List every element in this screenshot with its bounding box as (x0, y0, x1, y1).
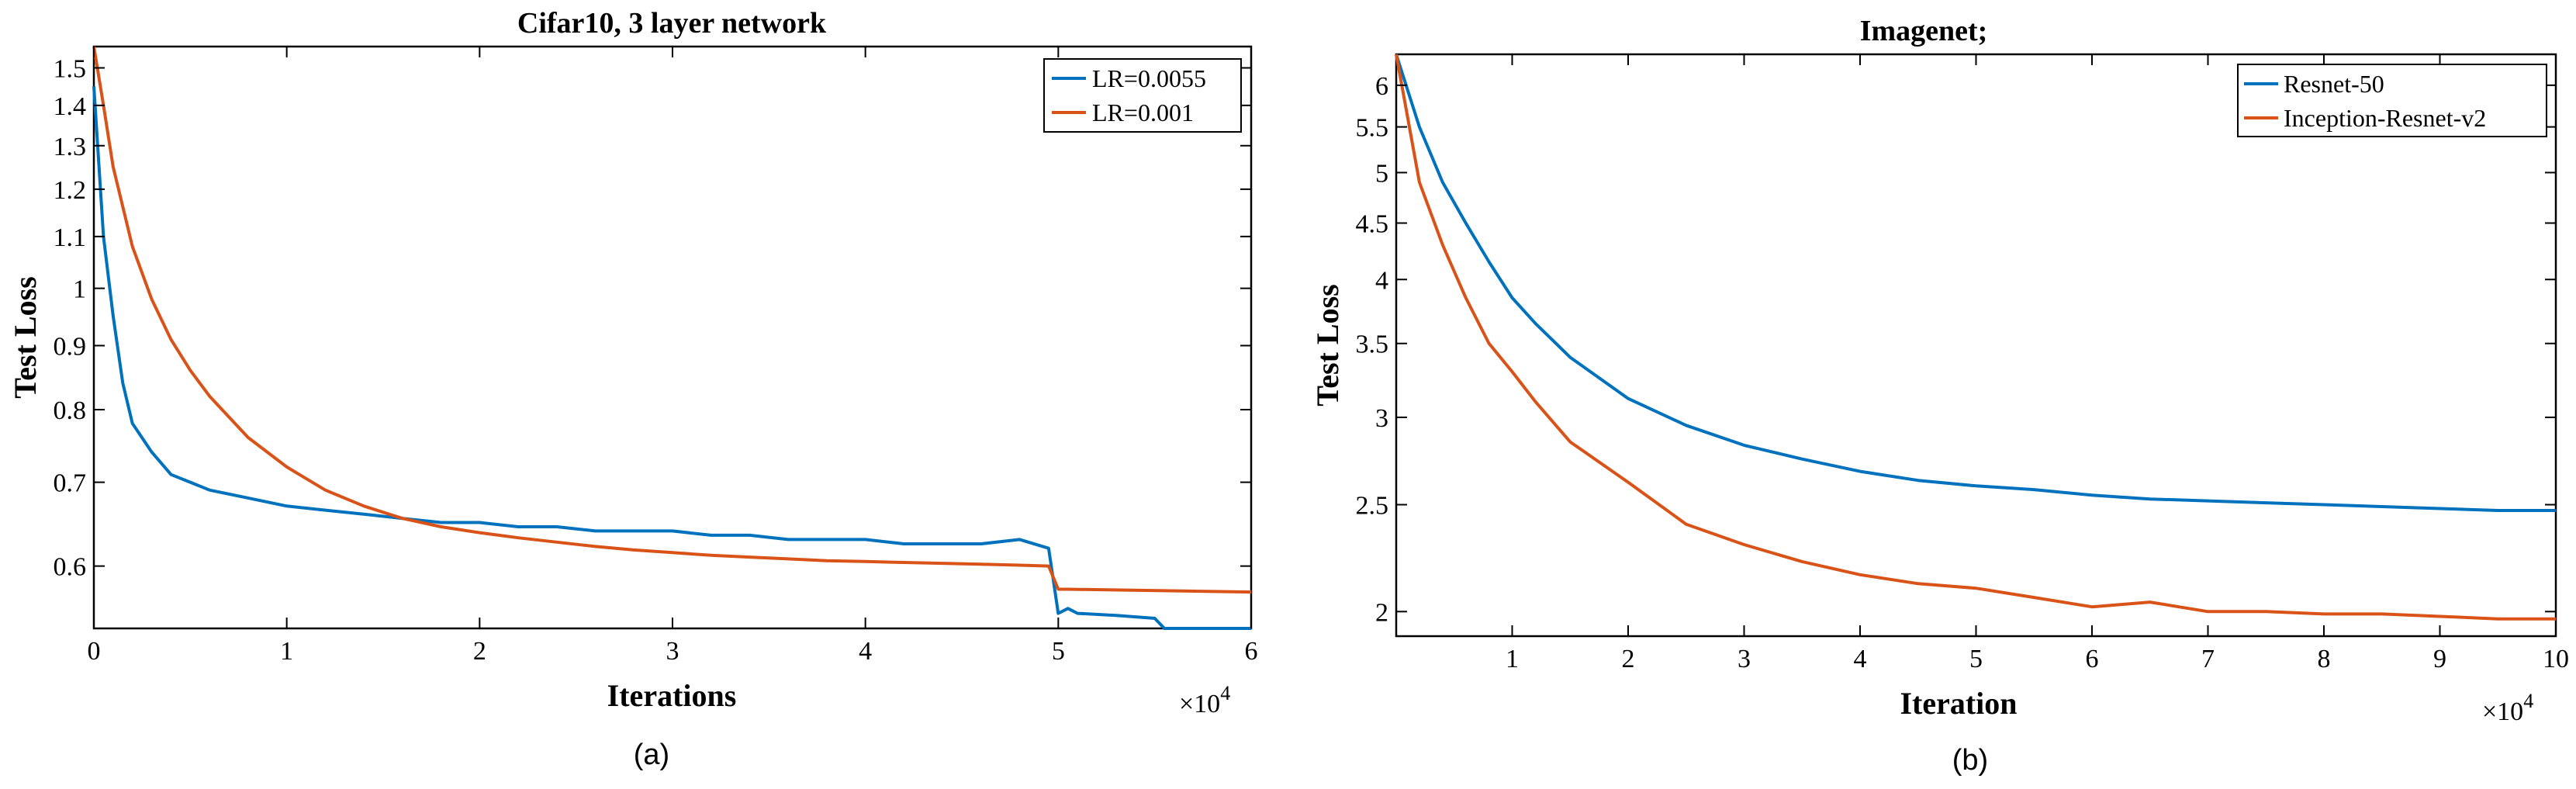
x-tick-label: 0 (88, 637, 101, 666)
x-tick-label: 9 (2433, 645, 2446, 673)
legend: Resnet-50 Inception-Resnet-v2 (2237, 64, 2547, 137)
panel-label-b: (b) (1952, 744, 1988, 777)
series-layer (92, 46, 1252, 630)
y-tick-label: 1.5 (54, 54, 87, 83)
x-tick-label: 6 (2086, 645, 2099, 673)
x-tick-label: 8 (2318, 645, 2331, 673)
series-line-0 (1395, 54, 2556, 512)
y-tick-label: 3.5 (1356, 330, 1389, 359)
y-tick-label: 5 (1375, 159, 1388, 188)
y-tick-label: 1.3 (54, 133, 87, 161)
y-tick-label: 0.7 (54, 469, 87, 498)
x-multiplier: ×104 (2482, 690, 2533, 726)
y-tick-label: 0.8 (54, 396, 87, 425)
legend-label-lr-0055: LR=0.0055 (1092, 64, 1206, 92)
x-multiplier-base: ×10 (2482, 697, 2523, 726)
y-tick-label: 2.5 (1356, 492, 1389, 521)
legend-box (1043, 58, 1242, 133)
x-multiplier-base: ×10 (1179, 690, 1220, 718)
chart-panel-b: Imagenet; 1 2 3 4 5 6 7 8 9 10 22.533.544.555.56 … (1310, 15, 2569, 777)
legend-box (2237, 64, 2547, 137)
x-multiplier-exp: 4 (2523, 690, 2533, 712)
series-line-1 (1395, 54, 2556, 621)
series-line-1 (92, 46, 1252, 594)
x-tick-label: 7 (2201, 645, 2215, 673)
x-multiplier: ×104 (1179, 682, 1230, 718)
y-tick-label: 3 (1375, 404, 1388, 433)
legend-label-resnet-50: Resnet-50 (2284, 70, 2384, 98)
x-axis-label: Iterations (607, 678, 737, 713)
legend-label-inception-resnet-v2: Inception-Resnet-v2 (2284, 104, 2486, 132)
y-tick-label: 4.5 (1356, 210, 1389, 239)
x-axis-label: Iteration (1900, 686, 2017, 721)
y-tick-label: 1 (73, 275, 86, 304)
x-tick-label: 3 (666, 637, 679, 666)
x-tick-label: 4 (1854, 645, 1867, 673)
y-axis: 0.6 0.7 0.8 0.9 1 1.1 1.2 1.3 1.4 1.5 (54, 54, 1251, 582)
chart-title: Cifar10, 3 layer network (517, 7, 827, 40)
y-tick-label: 1.1 (54, 223, 87, 252)
series-layer (1395, 54, 2556, 621)
x-tick-label: 2 (1622, 645, 1635, 673)
y-tick-label: 4 (1375, 266, 1388, 295)
y-tick-label: 6 (1375, 72, 1388, 101)
y-axis-label: Test Loss (8, 276, 43, 398)
legend: LR=0.0055 LR=0.001 (1043, 58, 1242, 133)
y-tick-label: 1.4 (54, 92, 87, 121)
x-tick-label: 5 (1969, 645, 1983, 673)
x-tick-label: 2 (473, 637, 486, 666)
x-tick-label: 10 (2543, 645, 2569, 673)
x-tick-label: 3 (1738, 645, 1751, 673)
y-axis-label: Test Loss (1310, 284, 1345, 406)
x-tick-label: 5 (1052, 637, 1065, 666)
y-tick-label: 1.2 (54, 176, 87, 205)
plot-area (1395, 53, 2557, 638)
series-line-0 (92, 86, 1251, 630)
x-tick-label: 1 (1506, 645, 1519, 673)
chart-title: Imagenet; (1860, 15, 1988, 47)
x-tick-label: 1 (280, 637, 293, 666)
legend-label-lr-001: LR=0.001 (1092, 99, 1194, 126)
x-axis: 0 1 2 3 4 5 6 (88, 47, 1258, 666)
x-axis: 1 2 3 4 5 6 7 8 9 10 (1506, 54, 2569, 673)
plot-area (92, 45, 1253, 630)
x-multiplier-exp: 4 (1220, 682, 1230, 704)
x-tick-label: 4 (859, 637, 872, 666)
y-tick-label: 2 (1375, 598, 1388, 627)
panel-label-a: (a) (634, 739, 669, 771)
y-tick-label: 0.6 (54, 553, 87, 582)
y-axis: 2 2.5 3 3.5 4 4.5 5 5.5 6 (1356, 72, 2556, 627)
x-tick-label: 6 (1245, 637, 1258, 666)
y-tick-label: 0.9 (54, 332, 87, 361)
y-tick-label: 5.5 (1356, 114, 1389, 143)
